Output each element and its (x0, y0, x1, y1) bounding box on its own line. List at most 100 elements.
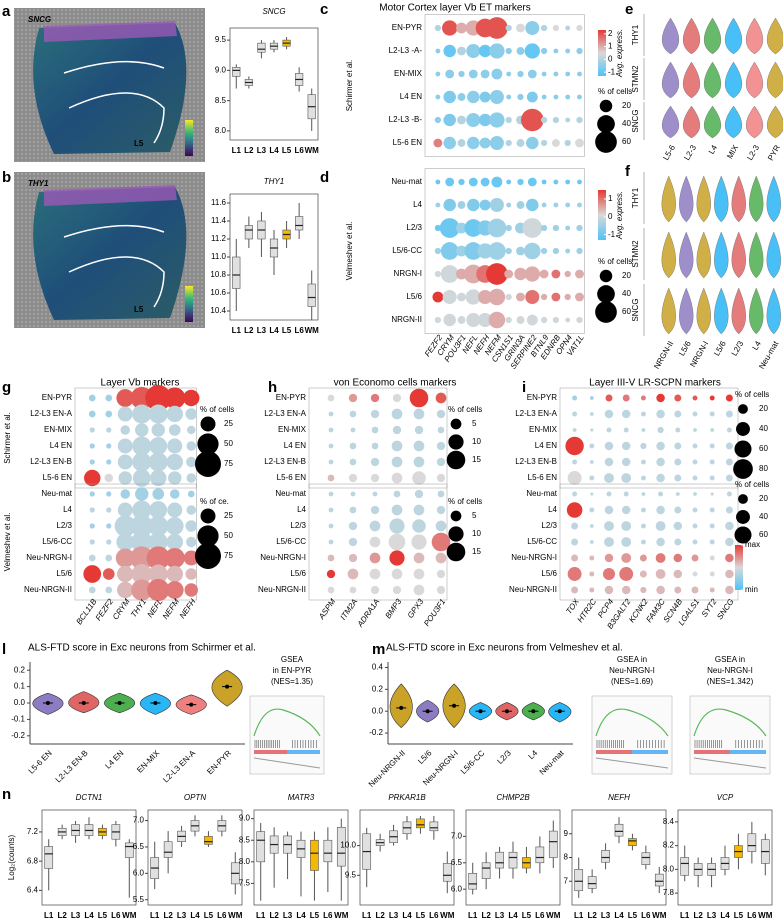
dot (370, 409, 380, 419)
dot (369, 536, 381, 548)
dot (349, 506, 357, 514)
column-label: L5-6 (661, 143, 677, 162)
dot (117, 438, 133, 454)
dot (565, 317, 571, 323)
dot (391, 504, 403, 516)
box (163, 841, 173, 858)
dot (526, 91, 538, 103)
dot (489, 112, 505, 128)
dot (623, 427, 629, 433)
legend-title: % of cells (735, 480, 769, 489)
dot (370, 473, 380, 483)
dot (480, 69, 490, 79)
box (232, 67, 241, 77)
x-tick-label: WM (758, 911, 773, 920)
dot (577, 179, 582, 185)
dot (369, 568, 381, 580)
dot (656, 393, 665, 403)
dot (604, 585, 614, 595)
dot (572, 491, 578, 497)
color-legend (598, 30, 606, 76)
box (257, 42, 266, 53)
dot (526, 314, 538, 326)
dot (434, 224, 442, 232)
dot (442, 290, 457, 304)
y-tick-label: 0.0 (372, 706, 384, 715)
dot (478, 290, 493, 304)
dot (656, 473, 665, 483)
violin-shape (731, 231, 746, 279)
dot (709, 507, 715, 513)
dot (505, 47, 512, 55)
legend-dot (195, 451, 221, 477)
dot (349, 410, 357, 418)
dot (436, 585, 446, 595)
dot (457, 93, 466, 101)
dot (551, 269, 561, 279)
dot (413, 504, 425, 516)
dot (621, 441, 631, 451)
column-label: MIX (725, 143, 740, 160)
violin-shape (724, 105, 743, 139)
legend-dot (738, 494, 748, 504)
box (747, 833, 757, 852)
panel-letter: g (2, 379, 11, 396)
group-frame (74, 387, 197, 489)
legend-dot (734, 440, 752, 458)
dot (148, 452, 168, 472)
dot (505, 316, 512, 324)
dot (692, 411, 698, 417)
dot (166, 453, 183, 471)
dot (692, 475, 698, 481)
column-label: BCL11B (74, 597, 99, 627)
dot (414, 489, 424, 499)
dot (443, 313, 456, 327)
legend-label: 50 (224, 439, 233, 448)
dot (725, 458, 733, 466)
dot (589, 475, 595, 481)
dot (151, 423, 165, 437)
gsea-rank (287, 750, 320, 754)
box (336, 826, 346, 867)
plot-title: NEFH (608, 793, 630, 802)
legend-title: Avg. express. (615, 29, 624, 78)
legend-label: 60 (759, 444, 768, 453)
gsea-title: in EN-PYR (273, 666, 312, 675)
dot (526, 198, 539, 212)
violin-shape (749, 287, 764, 335)
gsea-rank (632, 750, 668, 754)
legend-title: % of cells (598, 87, 632, 96)
dot (486, 17, 508, 39)
tissue (33, 23, 187, 154)
box (574, 869, 584, 892)
legend-tick-label: -1 (608, 67, 616, 76)
layer-boundary (68, 92, 165, 144)
legend-label: 20 (622, 271, 631, 280)
x-tick-label: L2 (57, 911, 67, 920)
y-tick-label: 6.0 (451, 884, 463, 893)
gsea-plot (591, 695, 673, 775)
gsea-title: (NES=1.342) (707, 677, 754, 686)
dot (692, 523, 698, 529)
plot-frame (359, 809, 455, 906)
legend-dot (736, 422, 750, 436)
dot (725, 585, 734, 595)
dot (505, 293, 512, 301)
dot (640, 586, 647, 594)
x-tick-label: EN-PYR (205, 748, 233, 776)
dot (552, 116, 560, 124)
dot (132, 436, 152, 456)
box (124, 842, 134, 858)
dot (524, 43, 540, 59)
dot (505, 139, 512, 147)
legend-title: % of cells (598, 257, 632, 266)
dot (435, 71, 441, 77)
dot (656, 505, 665, 515)
y-tick-label: 10.8 (210, 270, 226, 279)
dot (674, 410, 682, 418)
violin-shape (724, 17, 743, 55)
y-tick-label: 5.5 (133, 895, 145, 904)
dot (567, 471, 582, 485)
x-tick-label: L2 (375, 911, 385, 920)
box (654, 873, 664, 887)
